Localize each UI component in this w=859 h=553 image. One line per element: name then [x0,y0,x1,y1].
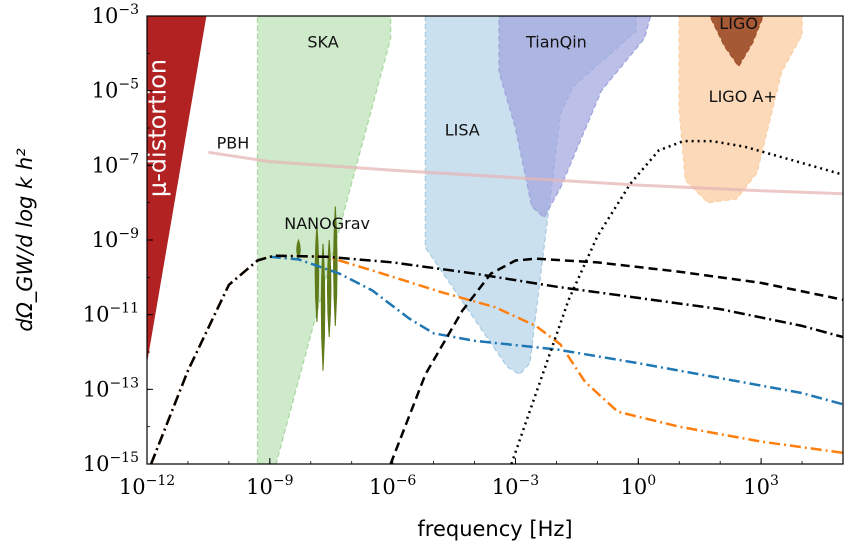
y-axis-label: dΩ_GW/d log k h² [13,148,38,332]
x-tick-label: 10−9 [246,473,293,499]
sensitivity-regions [147,16,803,464]
label-nanograv: NANOGrav [284,214,370,233]
label-lisa: LISA [445,120,480,139]
region-distortion [147,16,207,364]
label-ligo-a: LIGO A+ [709,87,777,106]
region-ligo-a [678,16,803,204]
nanograv-point-1 [314,225,320,323]
x-tick-label: 103 [743,473,779,499]
spectrum-curves [149,139,843,464]
y-tick-label: 10−7 [92,151,139,177]
nanograv-point-4 [333,206,338,326]
y-axis-label-text: dΩ_GW/d log k h² [13,148,38,332]
region-ligo [709,16,764,68]
region-ska [256,16,392,464]
nanograv-violins [296,206,338,371]
x-tick-label: 10−12 [119,473,175,499]
series-line-2 [269,255,843,406]
y-tick-label: 10−3 [92,2,139,28]
nanograv-point-2 [320,243,326,371]
series-line-3 [149,254,843,464]
y-tick-label: 10−9 [92,226,139,252]
label-ska: SKA [307,33,338,52]
x-tick-label: 100 [620,473,656,499]
region-tianqin [498,16,652,219]
label-ligo: LIGO [719,14,758,33]
x-axis-ticks: 10−12 10−9 10−6 10−3 100 103 [119,458,803,499]
x-tick-label: 10−3 [492,473,539,499]
x-axis-label: frequency [Hz] [417,517,572,541]
label-pbh: PBH [217,134,250,153]
y-tick-label: 10−11 [83,301,139,327]
series-line-4 [389,257,843,464]
label-tianqin: TianQin [525,33,587,52]
y-tick-label: 10−15 [83,450,139,476]
series-line-pbh [208,150,843,196]
nanograv-point-3 [326,239,332,338]
y-tick-label: 10−13 [83,375,139,401]
x-tick-label: 10−6 [369,473,416,499]
y-tick-label: 10−5 [92,77,139,103]
y-axis-ticks: 10−3 10−5 10−7 10−9 10−11 10−13 10−15 [83,2,153,476]
